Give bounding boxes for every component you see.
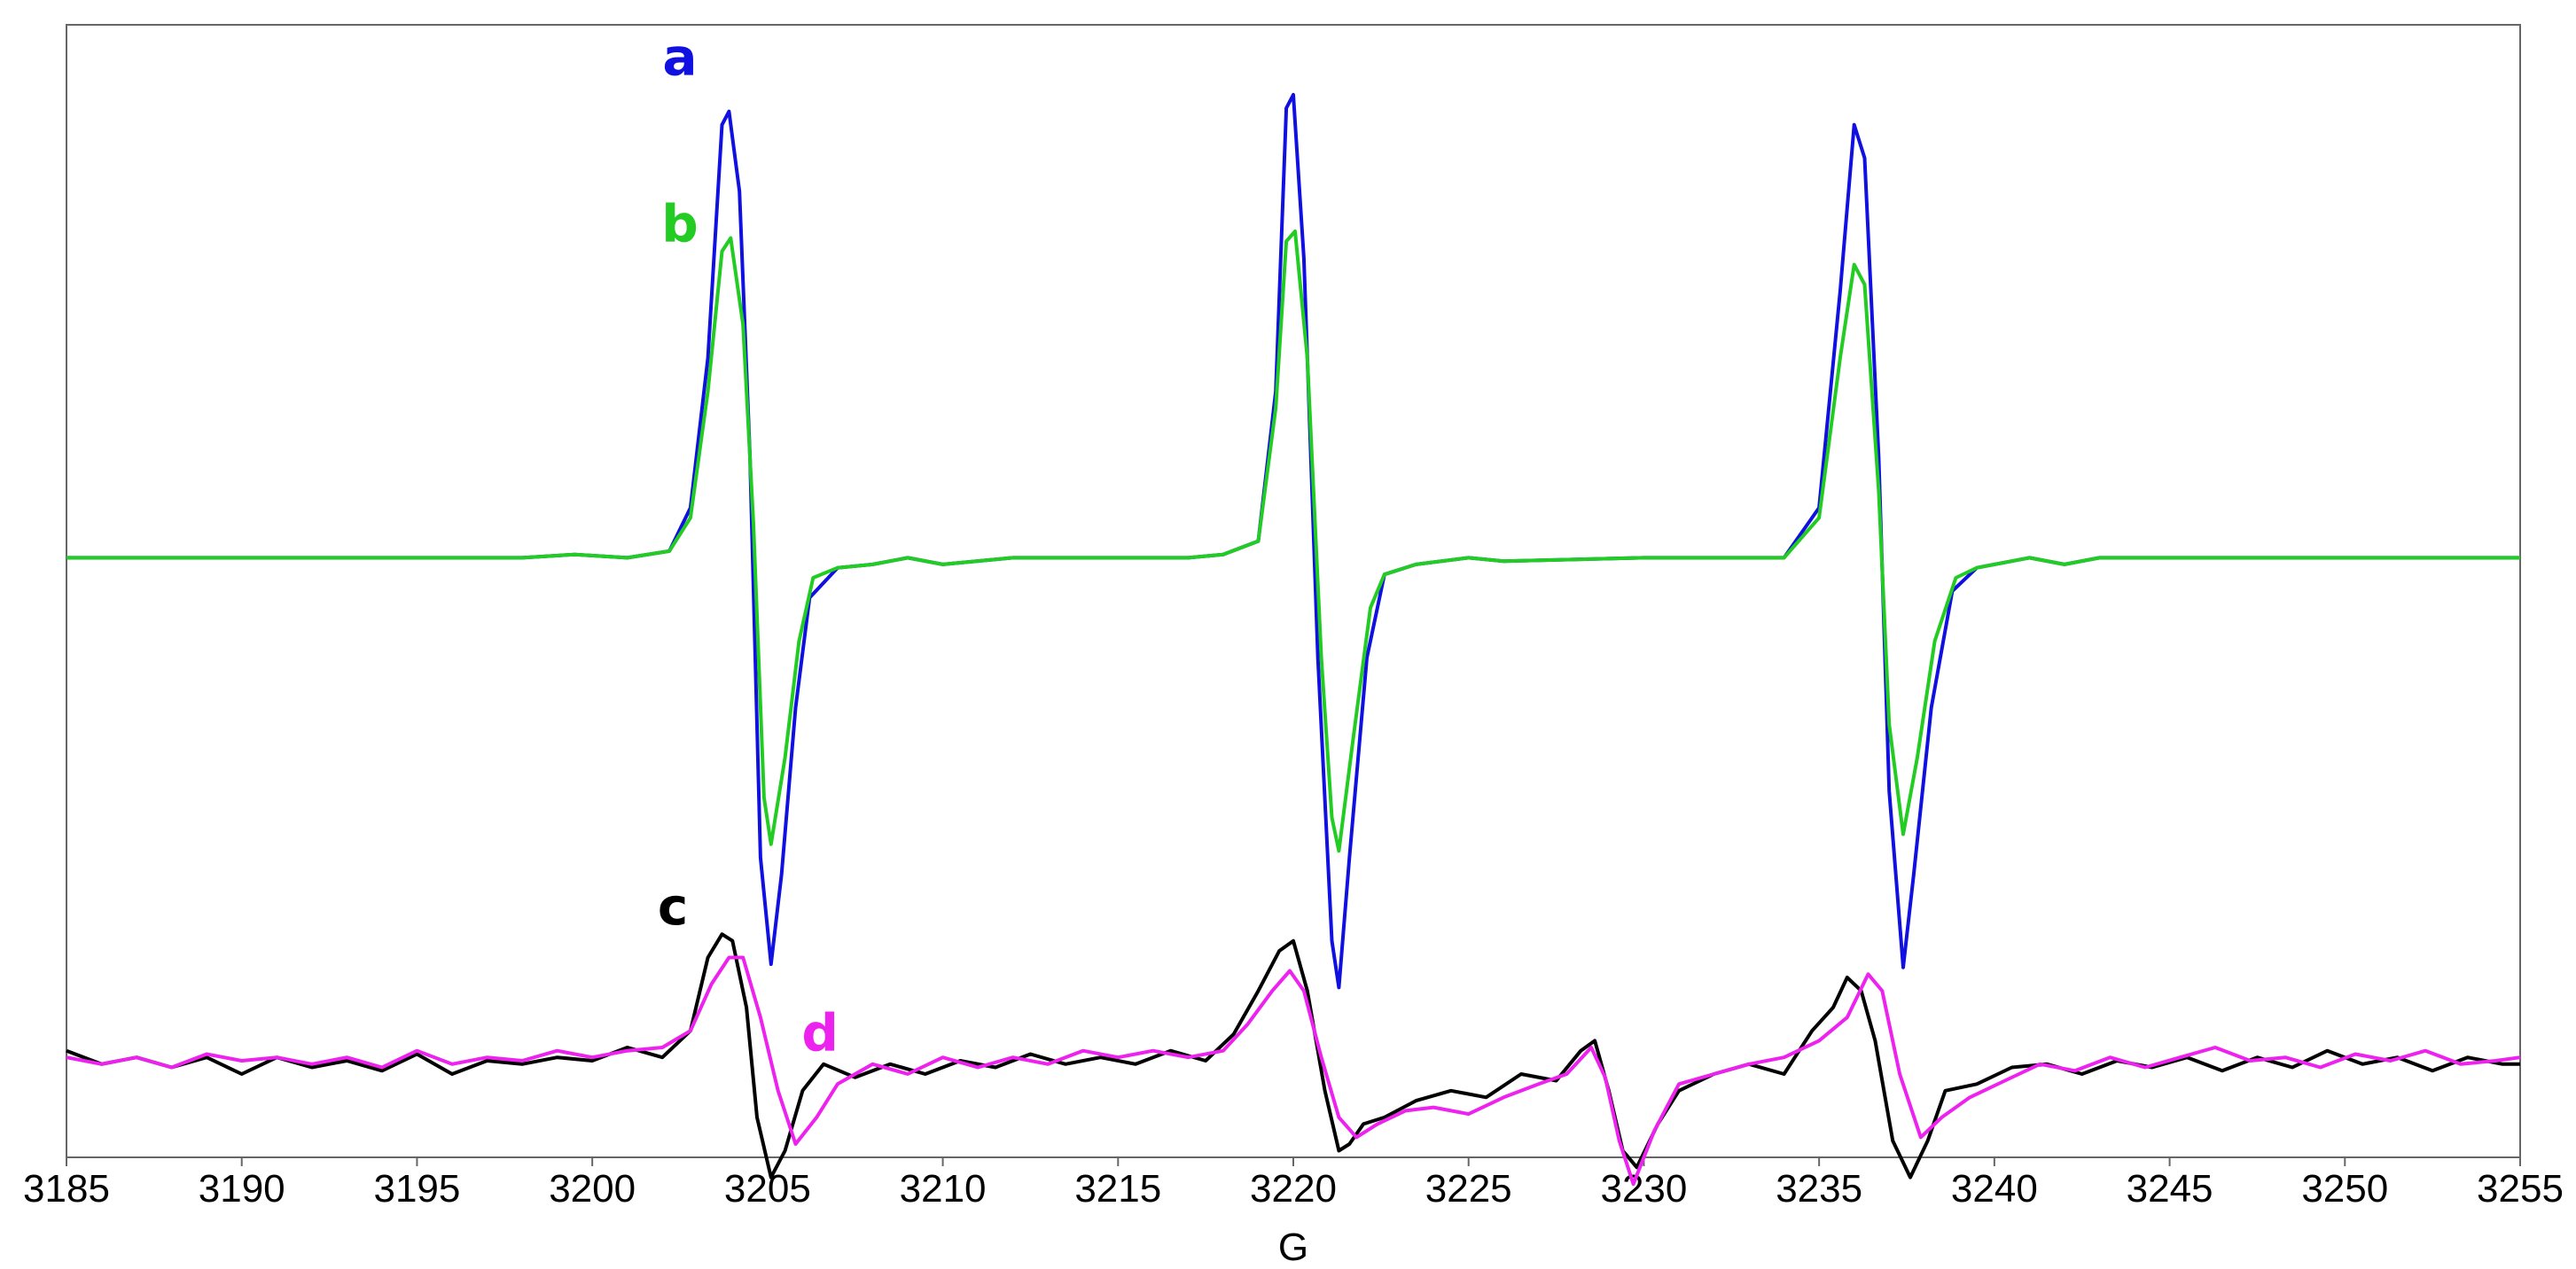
x-tick-label: 3230: [1600, 1167, 1687, 1211]
series-layer: [66, 92, 2521, 1187]
series-label-d: d: [801, 1003, 839, 1063]
x-tick-label: 3215: [1074, 1167, 1161, 1211]
plot-frame: [66, 24, 2521, 1158]
x-tick-label: 3235: [1776, 1167, 1862, 1211]
x-tick-label: 3190: [199, 1167, 285, 1211]
series-label-b: b: [661, 193, 699, 253]
x-tick-label: 3225: [1425, 1167, 1512, 1211]
series-labels: a b c d: [658, 27, 839, 1063]
series-line-a: [66, 92, 2520, 990]
x-tick-label: 3195: [373, 1167, 460, 1211]
series-line-c: [66, 932, 2520, 1179]
x-tick-label: 3245: [2127, 1167, 2213, 1211]
x-tick-label: 3200: [549, 1167, 636, 1211]
x-tick-label: 3210: [900, 1167, 987, 1211]
x-tick-label: 3185: [23, 1167, 110, 1211]
x-tick-label: 3250: [2301, 1167, 2388, 1211]
x-tick-label: 3255: [2477, 1167, 2564, 1211]
series-line-d: [66, 955, 2521, 1187]
x-tick-label: 3220: [1250, 1167, 1337, 1211]
x-tick-label: 3205: [724, 1167, 811, 1211]
series-label-c: c: [658, 876, 688, 937]
x-axis-title: G: [1278, 1226, 1308, 1269]
x-tick-label: 3240: [1951, 1167, 2038, 1211]
x-axis-ticks: 3185 3190 3195 3200 3205 3210 3215 3220 3225 3230…: [23, 1157, 2564, 1211]
series-label-a: a: [662, 27, 697, 87]
series-line-b: [66, 230, 2520, 853]
